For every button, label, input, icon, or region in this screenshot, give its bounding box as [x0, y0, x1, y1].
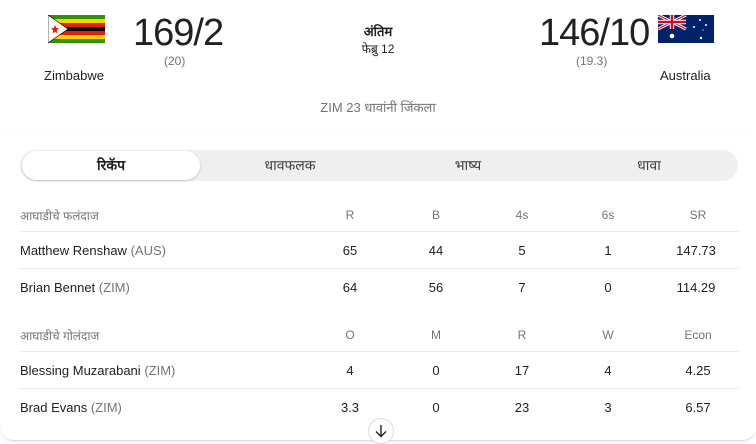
- tab-recap[interactable]: रिकॅप: [22, 151, 200, 180]
- cell: 6.57: [685, 400, 711, 415]
- cell: 5: [518, 243, 526, 258]
- tab-runs[interactable]: धावा: [637, 157, 661, 173]
- cell: 7: [518, 280, 526, 295]
- table-row-player[interactable]: Brian Bennet (ZIM): [20, 280, 130, 295]
- zimbabwe-flag-icon: [48, 15, 105, 43]
- cell: 23: [514, 400, 530, 415]
- player-team: (AUS): [130, 243, 166, 258]
- col-header: 6s: [601, 208, 615, 222]
- cell: 4: [346, 363, 354, 378]
- batting-title: आघाडीचे फलंदाज: [20, 209, 99, 223]
- table-row-player[interactable]: Blessing Muzarabani (ZIM): [20, 363, 175, 378]
- col-header: R: [345, 208, 355, 222]
- cell: 3.3: [340, 400, 360, 415]
- tab-bar: रिकॅप धावफलक भाष्य धावा: [20, 150, 738, 181]
- match-result: ZIM 23 धावांनी जिंकला: [320, 100, 436, 115]
- player-team: (ZIM): [144, 363, 176, 378]
- match-status: अंतिम: [363, 24, 393, 39]
- expand-button[interactable]: [368, 418, 394, 444]
- cell: 3: [604, 400, 612, 415]
- home-team-name[interactable]: Zimbabwe: [44, 68, 104, 83]
- match-date: फेब्रु 12: [361, 42, 395, 56]
- australia-flag-icon: [658, 15, 714, 43]
- away-team-name[interactable]: Australia: [660, 68, 711, 83]
- player-team: (ZIM): [98, 280, 130, 295]
- away-overs: (19.3): [576, 54, 608, 68]
- player-team: (ZIM): [90, 400, 122, 415]
- player-name: Brian Bennet: [20, 280, 96, 295]
- cell: 0: [432, 363, 440, 378]
- cell: 17: [514, 363, 530, 378]
- cell: 0: [432, 400, 440, 415]
- cell: 147.73: [676, 243, 716, 258]
- col-header: 4s: [515, 208, 529, 222]
- col-header: M: [431, 328, 441, 342]
- col-header: SR: [689, 208, 707, 222]
- player-name: Matthew Renshaw: [20, 243, 127, 258]
- bowling-title: आघाडीचे गोलंदाज: [20, 329, 100, 343]
- tab-commentary[interactable]: भाष्य: [454, 157, 482, 173]
- col-header: W: [602, 328, 614, 342]
- table-row-player[interactable]: Matthew Renshaw (AUS): [20, 243, 166, 258]
- cell: 65: [342, 243, 358, 258]
- cell: 4.25: [685, 363, 711, 378]
- player-name: Brad Evans: [20, 400, 88, 415]
- home-score: 169/2: [133, 12, 224, 54]
- cell: 64: [342, 280, 358, 295]
- cell: 56: [428, 280, 444, 295]
- tab-scorecard[interactable]: धावफलक: [264, 157, 316, 173]
- cell: 0: [604, 280, 612, 295]
- home-overs: (20): [164, 54, 186, 68]
- col-header: Econ: [684, 328, 712, 342]
- arrow-down-icon: [375, 424, 387, 438]
- col-header: R: [517, 328, 527, 342]
- col-header: O: [345, 328, 355, 342]
- col-header: B: [431, 208, 440, 222]
- away-score: 146/10: [539, 12, 650, 54]
- cell: 44: [428, 243, 444, 258]
- table-row-player[interactable]: Brad Evans (ZIM): [20, 400, 122, 415]
- cell: 114.29: [676, 280, 716, 295]
- cell: 1: [604, 243, 612, 258]
- player-name: Blessing Muzarabani: [20, 363, 141, 378]
- cell: 4: [604, 363, 612, 378]
